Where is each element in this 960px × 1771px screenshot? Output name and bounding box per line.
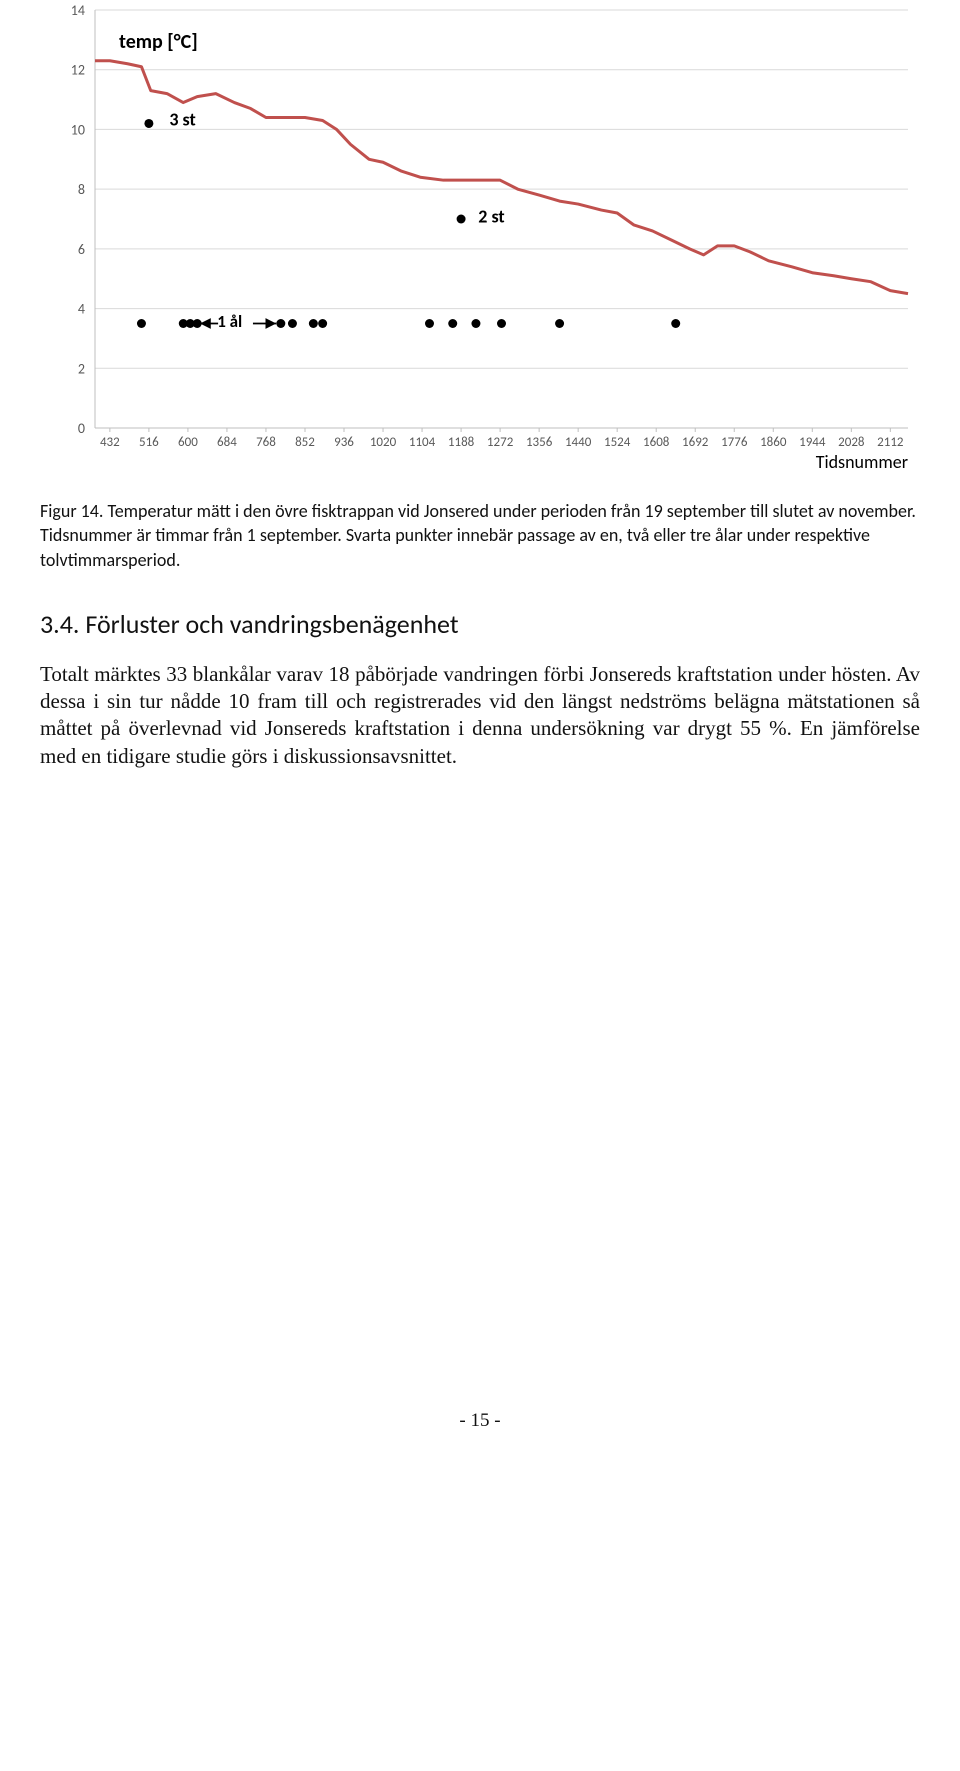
svg-text:Tidsnummer: Tidsnummer	[816, 451, 908, 473]
svg-text:1272: 1272	[487, 435, 514, 450]
section-heading: 3.4. Förluster och vandringsbenägenhet	[40, 608, 920, 640]
figure-caption-text: Temperatur mätt i den övre fisktrappan v…	[40, 500, 916, 571]
section-title: Förluster och vandringsbenägenhet	[85, 608, 458, 640]
svg-text:1692: 1692	[682, 435, 709, 450]
svg-text:1 ål: 1 ål	[217, 311, 242, 332]
svg-text:1944: 1944	[799, 435, 826, 450]
svg-text:936: 936	[334, 435, 354, 450]
page-number: - 15 -	[40, 1410, 920, 1432]
svg-text:432: 432	[100, 435, 120, 450]
svg-text:2: 2	[78, 360, 85, 377]
svg-text:1860: 1860	[760, 435, 787, 450]
svg-text:852: 852	[295, 435, 315, 450]
svg-text:0: 0	[78, 420, 85, 437]
svg-text:1356: 1356	[526, 435, 553, 450]
svg-text:768: 768	[256, 435, 276, 450]
svg-text:6: 6	[78, 241, 85, 258]
svg-text:2112: 2112	[877, 435, 904, 450]
svg-text:temp [°C]: temp [°C]	[119, 30, 198, 54]
svg-text:1188: 1188	[448, 435, 475, 450]
page: 0 2 4 6 8 10 12 14 432 516 600 684 768 852 936 1020 1104…	[0, 0, 960, 1472]
svg-text:684: 684	[217, 435, 237, 450]
svg-text:12: 12	[71, 62, 85, 79]
body-paragraph: Totalt märktes 33 blankålar varav 18 påb…	[40, 661, 920, 770]
svg-text:1776: 1776	[721, 435, 748, 450]
svg-text:8: 8	[78, 181, 85, 198]
svg-text:2 st: 2 st	[478, 206, 504, 228]
svg-text:1524: 1524	[604, 435, 631, 450]
svg-text:4: 4	[78, 301, 85, 318]
figure-label: Figur 14.	[40, 500, 103, 522]
svg-text:2028: 2028	[838, 435, 865, 450]
svg-text:516: 516	[139, 435, 159, 450]
svg-text:14: 14	[71, 2, 85, 19]
svg-text:600: 600	[178, 435, 198, 450]
section-number: 3.4.	[40, 608, 79, 640]
figure-caption: Figur 14. Temperatur mätt i den övre fis…	[40, 499, 920, 572]
chart-svg: 0 2 4 6 8 10 12 14 432 516 600 684 768 852 936 1020 1104…	[40, 0, 920, 480]
svg-text:10: 10	[71, 121, 85, 138]
svg-text:1104: 1104	[409, 435, 436, 450]
svg-text:1608: 1608	[643, 435, 670, 450]
temperature-chart: 0 2 4 6 8 10 12 14 432 516 600 684 768 852 936 1020 1104…	[40, 0, 920, 485]
svg-text:1020: 1020	[370, 435, 397, 450]
svg-text:1440: 1440	[565, 435, 592, 450]
svg-text:3 st: 3 st	[169, 108, 195, 130]
